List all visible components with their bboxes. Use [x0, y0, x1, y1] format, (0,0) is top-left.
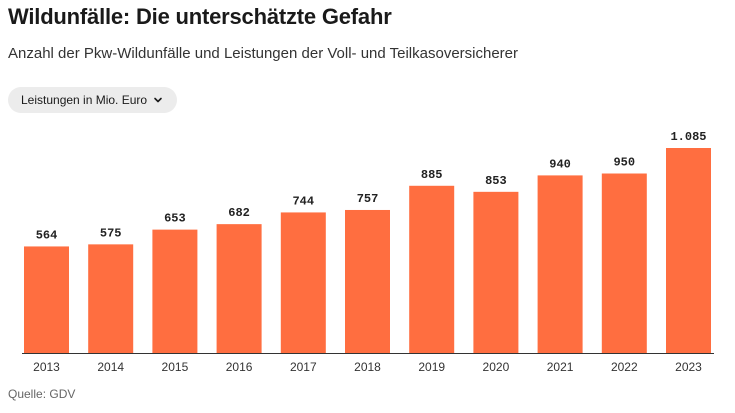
- chevron-down-icon: [153, 95, 163, 105]
- bar-value-label: 885: [421, 168, 443, 182]
- bar-value-label: 564: [36, 228, 58, 242]
- chart-title: Wildunfälle: Die unterschätzte Gefahr: [8, 4, 392, 29]
- bar-value-label: 1.085: [670, 130, 706, 144]
- bar-value-label: 757: [357, 192, 379, 206]
- x-tick-label: 2023: [675, 360, 702, 374]
- bar-2019[interactable]: [409, 185, 455, 353]
- x-tick-label: 2022: [611, 360, 638, 374]
- bar-2022[interactable]: [601, 173, 647, 353]
- chart-subtitle: Anzahl der Pkw-Wildunfälle und Leistunge…: [8, 45, 518, 62]
- bar-2015[interactable]: [152, 229, 198, 353]
- bar-2023[interactable]: [666, 148, 711, 353]
- x-tick-label: 2017: [290, 360, 317, 374]
- x-tick-label: 2015: [162, 360, 189, 374]
- x-tick-label: 2020: [483, 360, 510, 374]
- bar-value-label: 950: [613, 156, 635, 170]
- x-tick-label: 2014: [97, 360, 124, 374]
- x-tick-label: 2019: [418, 360, 445, 374]
- bar-2016[interactable]: [216, 224, 262, 353]
- bar-value-label: 682: [228, 206, 250, 220]
- bar-2021[interactable]: [537, 175, 583, 353]
- x-tick-label: 2018: [354, 360, 381, 374]
- bar-value-label: 653: [164, 212, 186, 226]
- bar-value-label: 744: [292, 194, 314, 208]
- bar-chart: 564 2013 575 2014 653 2015 682 2016 744 2017 757 20…: [22, 130, 714, 374]
- x-tick-label: 2016: [226, 360, 253, 374]
- source-note: Quelle: GDV: [8, 387, 76, 401]
- metric-dropdown[interactable]: Leistungen in Mio. Euro: [8, 87, 178, 113]
- metric-dropdown-label: Leistungen in Mio. Euro: [21, 93, 148, 107]
- bar-2014[interactable]: [88, 244, 134, 353]
- bar-2013[interactable]: [24, 246, 69, 353]
- bar-value-label: 940: [549, 157, 571, 171]
- bar-value-label: 575: [100, 226, 122, 240]
- x-tick-label: 2021: [547, 360, 574, 374]
- bar-2017[interactable]: [280, 212, 326, 353]
- bar-2018[interactable]: [345, 209, 390, 353]
- bar-2020[interactable]: [473, 191, 519, 353]
- x-tick-label: 2013: [33, 360, 60, 374]
- bar-value-label: 853: [485, 174, 507, 188]
